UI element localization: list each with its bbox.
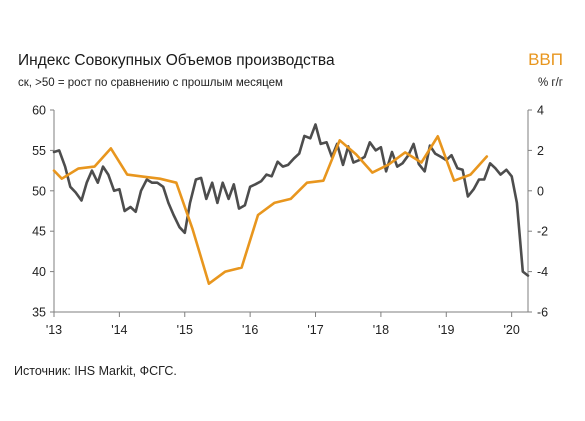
x-tick-label: '20 xyxy=(504,323,520,337)
left-tick-label: 45 xyxy=(32,225,46,239)
chart-subtitle: ск, >50 = рост по сравнению с прошлым ме… xyxy=(18,77,283,89)
x-tick-label: '18 xyxy=(373,323,389,337)
right-tick-label: -4 xyxy=(537,265,548,279)
x-tick-label: '13 xyxy=(46,323,62,337)
right-tick-label: -6 xyxy=(537,306,548,320)
left-tick-label: 40 xyxy=(32,265,46,279)
right-tick-label: 0 xyxy=(537,184,544,198)
right-axis-unit: % г/г xyxy=(537,77,563,89)
x-tick-label: '19 xyxy=(438,323,454,337)
right-tick-label: 2 xyxy=(537,144,544,158)
x-tick-label: '17 xyxy=(307,323,323,337)
gdp-series-line xyxy=(52,135,489,286)
right-tick-label: -2 xyxy=(537,225,548,239)
composite-output-series-line xyxy=(52,123,530,277)
right-axis-title: ВВП xyxy=(528,50,563,69)
left-tick-label: 35 xyxy=(32,306,46,320)
left-tick-label: 50 xyxy=(32,184,46,198)
left-tick-label: 55 xyxy=(32,144,46,158)
x-tick-label: '15 xyxy=(177,323,193,337)
x-tick-label: '14 xyxy=(111,323,127,337)
x-tick-label: '16 xyxy=(242,323,258,337)
right-tick-label: 4 xyxy=(537,104,544,118)
left-tick-label: 60 xyxy=(32,104,46,118)
source-note: Источник: IHS Markit, ФСГС. xyxy=(14,364,177,378)
chart-title: Индекс Совокупных Объемов производства xyxy=(18,52,335,69)
